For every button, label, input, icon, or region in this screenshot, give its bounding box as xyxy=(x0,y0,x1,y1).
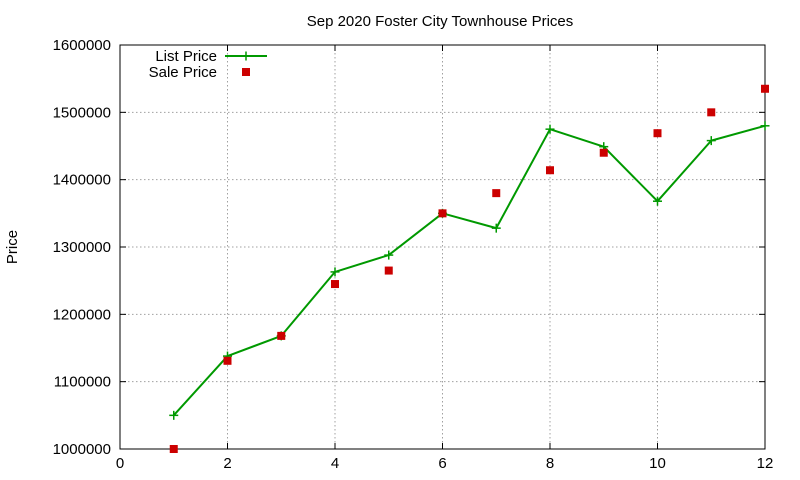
axes: 1000000 1100000 1200000 1300000 1400000 15000… xyxy=(53,37,774,472)
x-tick-label: 10 xyxy=(649,455,666,472)
sale-price-point xyxy=(653,129,662,138)
y-tick-label: 1500000 xyxy=(53,104,111,121)
sale-price-point xyxy=(438,209,447,218)
grid-lines xyxy=(120,45,765,449)
sale-price-point xyxy=(169,445,178,453)
sale-price-point xyxy=(492,189,501,198)
list-price-line xyxy=(173,124,766,417)
sale-price-point xyxy=(331,280,339,289)
x-tick-label: 6 xyxy=(438,455,446,472)
list-price-point xyxy=(491,223,501,233)
y-tick-label: 1400000 xyxy=(53,172,111,189)
y-tick-label: 1200000 xyxy=(53,306,111,323)
sale-price-point xyxy=(707,108,716,117)
y-tick-label: 1600000 xyxy=(53,37,111,54)
list-price-point xyxy=(384,250,394,260)
y-tick-label: 1100000 xyxy=(54,374,111,391)
list-price-point xyxy=(706,136,716,146)
plot-frame xyxy=(119,44,766,450)
list-price-point xyxy=(169,410,179,420)
sale-price-point xyxy=(546,166,554,175)
sale-price-point xyxy=(761,84,769,93)
sale-price-point xyxy=(277,331,286,340)
list-price-point xyxy=(545,124,555,134)
sale-price-point xyxy=(223,356,232,365)
legend-label: Sale Price xyxy=(149,64,217,81)
legend-label: List Price xyxy=(155,48,217,65)
legend-square-marker xyxy=(242,68,250,76)
list-price-point xyxy=(330,267,340,277)
x-tick-label: 2 xyxy=(223,455,231,472)
y-tick-label: 1300000 xyxy=(53,239,111,256)
x-tick-label: 12 xyxy=(757,455,774,472)
legend-plus-marker xyxy=(241,51,251,61)
sale-price-point xyxy=(599,148,608,157)
sale-price-point xyxy=(384,266,393,275)
x-tick-label: 0 xyxy=(116,455,124,472)
data-series xyxy=(169,84,770,453)
chart-title: Sep 2020 Foster City Townhouse Prices xyxy=(307,13,574,30)
y-axis-label: Price xyxy=(4,230,21,264)
list-price-point xyxy=(653,196,662,206)
list-price-point xyxy=(760,121,770,131)
x-tick-label: 4 xyxy=(331,455,339,472)
x-tick-label: 8 xyxy=(546,455,554,472)
y-tick-label: 1000000 xyxy=(53,441,111,458)
